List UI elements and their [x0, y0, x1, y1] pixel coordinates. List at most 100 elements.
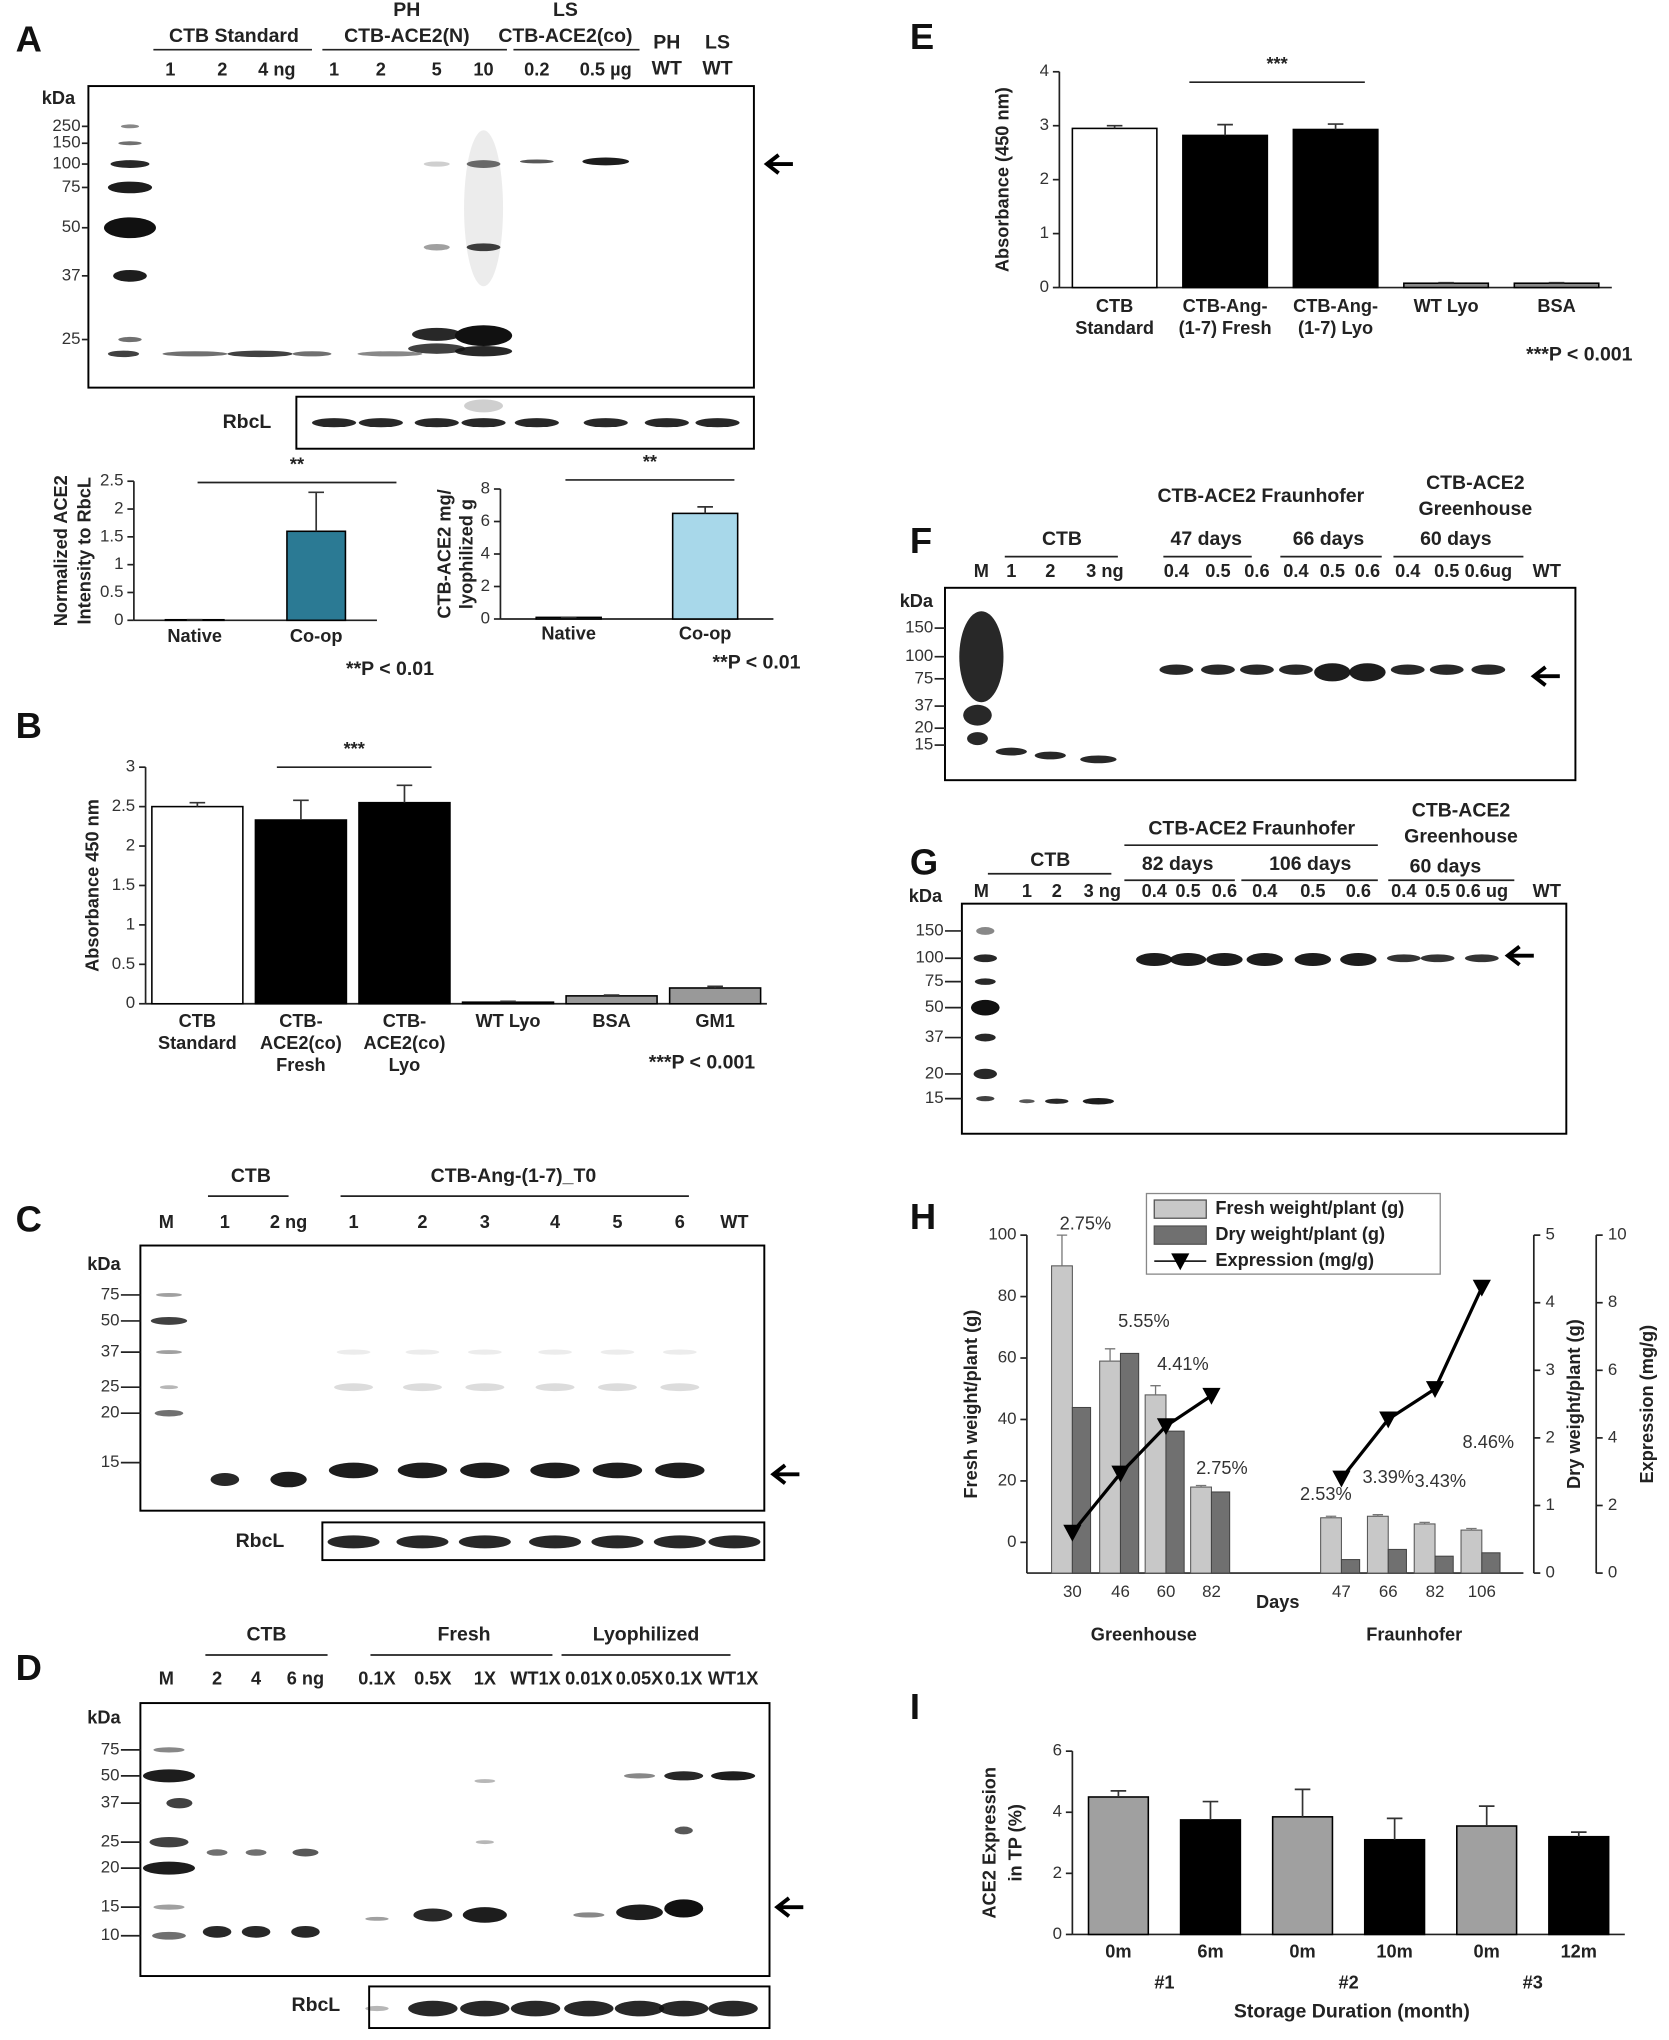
band — [149, 1836, 189, 1848]
band — [660, 1383, 700, 1392]
significance-label: ** — [290, 454, 305, 474]
y3-tick-label: 0 — [1608, 1563, 1617, 1582]
x-axis-label: Storage Duration (month) — [1234, 2001, 1470, 2023]
marker-label: 75 — [925, 971, 944, 990]
marker-label: 20 — [915, 718, 934, 737]
band — [206, 1849, 228, 1856]
band — [1082, 1097, 1114, 1105]
lane-label: WT1X — [510, 1668, 561, 1688]
band — [1246, 953, 1283, 967]
lane-label: 0.5 — [1320, 561, 1345, 581]
bar — [1210, 1491, 1231, 1574]
panel-letter: E — [910, 16, 934, 57]
band — [405, 1349, 440, 1355]
significance-label: *** — [1266, 54, 1288, 74]
group-label: CTB-ACE2(N) — [344, 25, 470, 47]
x-tick-label: Native — [541, 623, 596, 643]
panel-letter: C — [16, 1199, 42, 1240]
x-tick-label: WT Lyo — [476, 1011, 541, 1031]
lane-label: 3 ng — [1084, 881, 1121, 901]
band — [423, 161, 450, 167]
x-tick-label: 82 — [1202, 1582, 1221, 1601]
y3-tick-label: 4 — [1608, 1427, 1617, 1446]
panel-letter: F — [910, 520, 932, 561]
y-axis-label: lyophilized g — [457, 499, 477, 609]
band — [564, 2000, 614, 2017]
band — [708, 1535, 761, 1549]
band — [458, 1535, 511, 1549]
bar — [1456, 1825, 1518, 1936]
x-tick-label: CTB- — [279, 1011, 322, 1031]
x-tick-label: CTB- — [383, 1011, 426, 1031]
panel-letter: D — [16, 1647, 42, 1688]
marker-label: 100 — [52, 154, 80, 173]
group-label: CTB-Ang-(1-7)_T0 — [431, 1165, 597, 1187]
y3-tick-label: 10 — [1608, 1225, 1627, 1244]
band — [623, 1773, 656, 1779]
x-tick-label: Co-op — [290, 626, 343, 646]
loading-label: RbcL — [236, 1530, 285, 1552]
lane-label: 0.5 µg — [580, 59, 632, 79]
line — [1340, 1286, 1484, 1480]
blot — [944, 586, 1577, 782]
band — [155, 1350, 182, 1355]
error-bar — [1438, 281, 1454, 284]
marker-label: 25 — [101, 1377, 120, 1396]
bar — [1340, 1559, 1361, 1574]
band — [241, 1925, 271, 1938]
band — [396, 1535, 449, 1549]
band — [166, 1797, 193, 1809]
bar — [461, 1001, 555, 1005]
y-tick-label: 1 — [126, 914, 135, 933]
band — [467, 1349, 502, 1355]
y-tick-label: 20 — [998, 1470, 1017, 1489]
error-bar — [707, 985, 723, 988]
group-label: #1 — [1154, 1973, 1174, 1993]
band — [1340, 953, 1377, 967]
marker-label: 150 — [905, 618, 933, 637]
x-tick-label: Fresh — [276, 1055, 326, 1075]
marker-label: 25 — [101, 1832, 120, 1851]
annotation: 2.75% — [1060, 1214, 1112, 1234]
y-tick-label: 2 — [481, 576, 490, 595]
error-bar — [1570, 1831, 1587, 1837]
y2-tick-label: 4 — [1546, 1292, 1555, 1311]
marker-label: 15 — [925, 1088, 944, 1107]
group-label: 82 days — [1142, 853, 1214, 875]
significance-label: *** — [344, 739, 366, 759]
y-axis-label: in TP (%) — [1005, 1804, 1025, 1881]
band — [159, 1385, 179, 1390]
band — [153, 1904, 185, 1910]
lane-label: 0.2 — [524, 59, 549, 79]
x-tick-label: 6m — [1197, 1941, 1223, 1961]
lane-label: 3 — [480, 1212, 490, 1232]
band — [1169, 953, 1207, 967]
band — [573, 1912, 605, 1918]
band — [1279, 664, 1313, 675]
y-tick-label: 4 — [1040, 61, 1049, 80]
group-label: Greenhouse — [1404, 826, 1518, 848]
x-tick-label: 0m — [1105, 1941, 1131, 1961]
bar — [1071, 127, 1158, 289]
band — [1314, 663, 1351, 682]
band — [365, 2005, 389, 2012]
bar — [1320, 1517, 1342, 1574]
band — [464, 399, 504, 413]
annotation: 5.55% — [1118, 1311, 1170, 1331]
band — [1464, 954, 1499, 963]
lane-label: 2 — [376, 59, 386, 79]
band — [591, 1535, 644, 1549]
error-bar — [1548, 281, 1565, 284]
lane-label: 5 — [612, 1212, 622, 1232]
bar — [1460, 1529, 1483, 1574]
y-tick-label: 6 — [481, 511, 490, 530]
band — [142, 1861, 195, 1875]
error-bar — [603, 994, 620, 996]
y-axis-label: Absorbance (450 nm) — [992, 87, 1012, 272]
band — [614, 2000, 665, 2017]
error-bar — [697, 506, 713, 514]
group-label: 47 days — [1171, 528, 1243, 550]
marker-label: 150 — [916, 920, 944, 939]
band — [414, 418, 459, 428]
panel-letter: H — [910, 1196, 936, 1237]
